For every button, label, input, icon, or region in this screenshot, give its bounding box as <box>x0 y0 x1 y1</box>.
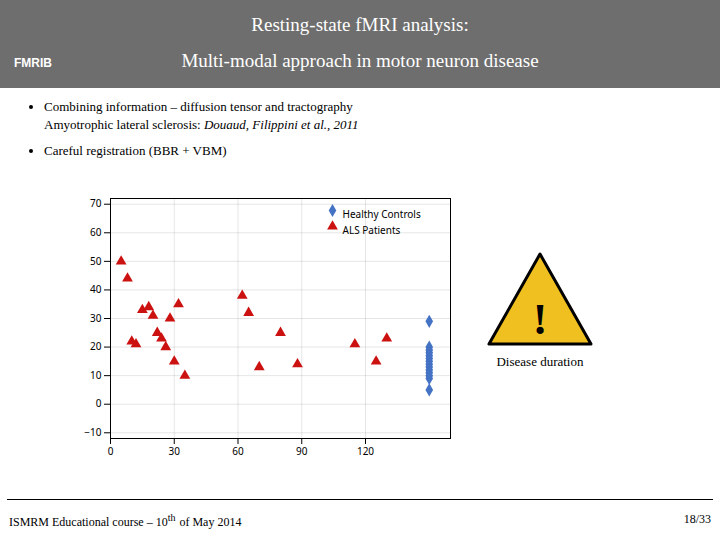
svg-text:30: 30 <box>90 311 102 325</box>
html-text:Amyotrophic lateral sclerosis:: Amyotrophic lateral sclerosis: Douaud, F… <box>44 117 359 132</box>
svg-text:70: 70 <box>90 196 102 210</box>
html-text:Disease duration: Disease duration <box>496 354 584 369</box>
svg-text:0: 0 <box>108 444 114 458</box>
svg-text:!: ! <box>533 295 548 344</box>
svg-text:90: 90 <box>296 444 308 458</box>
html-text:FMRIB: FMRIB <box>14 56 52 70</box>
svg-text:60: 60 <box>90 225 102 239</box>
html-text:Resting-state fMRI analysis:: Resting-state fMRI analysis: <box>251 14 469 35</box>
html-text:Combining information – diffus: Combining information – diffusion tensor… <box>44 99 353 114</box>
svg-text:ALS Patients: ALS Patients <box>343 223 401 237</box>
svg-text:120: 120 <box>357 444 374 458</box>
html-text:18/33: 18/33 <box>683 512 711 526</box>
svg-text:0: 0 <box>96 396 102 410</box>
svg-text:Healthy Controls: Healthy Controls <box>343 207 421 221</box>
svg-text:10: 10 <box>90 368 102 382</box>
svg-text:20: 20 <box>90 339 102 353</box>
svg-text:30: 30 <box>169 444 181 458</box>
html-text:Careful registration (BBR + VB: Careful registration (BBR + VBM) <box>44 143 227 158</box>
svg-text:40: 40 <box>90 282 102 296</box>
svg-text:60: 60 <box>232 444 244 458</box>
html-text:Multi-modal approach in motor: Multi-modal approach in motor neuron dis… <box>181 50 539 71</box>
svg-text:−10: −10 <box>84 425 101 439</box>
html-text:ISMRM Educational course – 10t: ISMRM Educational course – 10th of May 2… <box>9 512 242 529</box>
svg-text:50: 50 <box>90 254 102 268</box>
